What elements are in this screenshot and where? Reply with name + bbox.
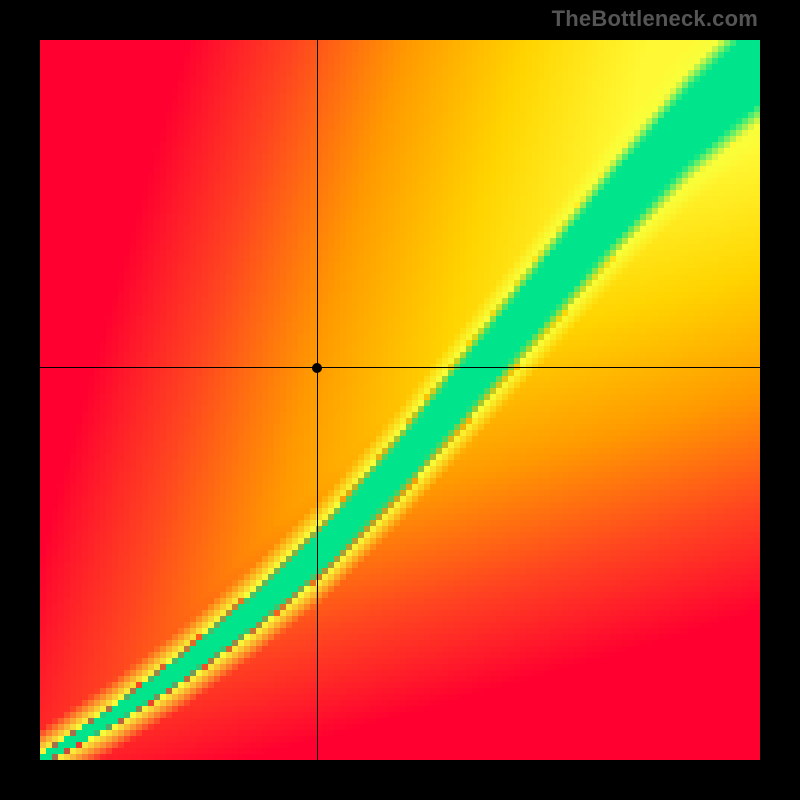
watermark-label: TheBottleneck.com xyxy=(552,6,758,32)
crosshair-horizontal xyxy=(40,367,760,368)
crosshair-vertical xyxy=(317,40,318,760)
crosshair-point xyxy=(312,363,322,373)
frame-left xyxy=(0,0,40,800)
frame-bottom xyxy=(0,760,800,800)
frame-right xyxy=(760,0,800,800)
bottleneck-heatmap xyxy=(40,40,760,760)
